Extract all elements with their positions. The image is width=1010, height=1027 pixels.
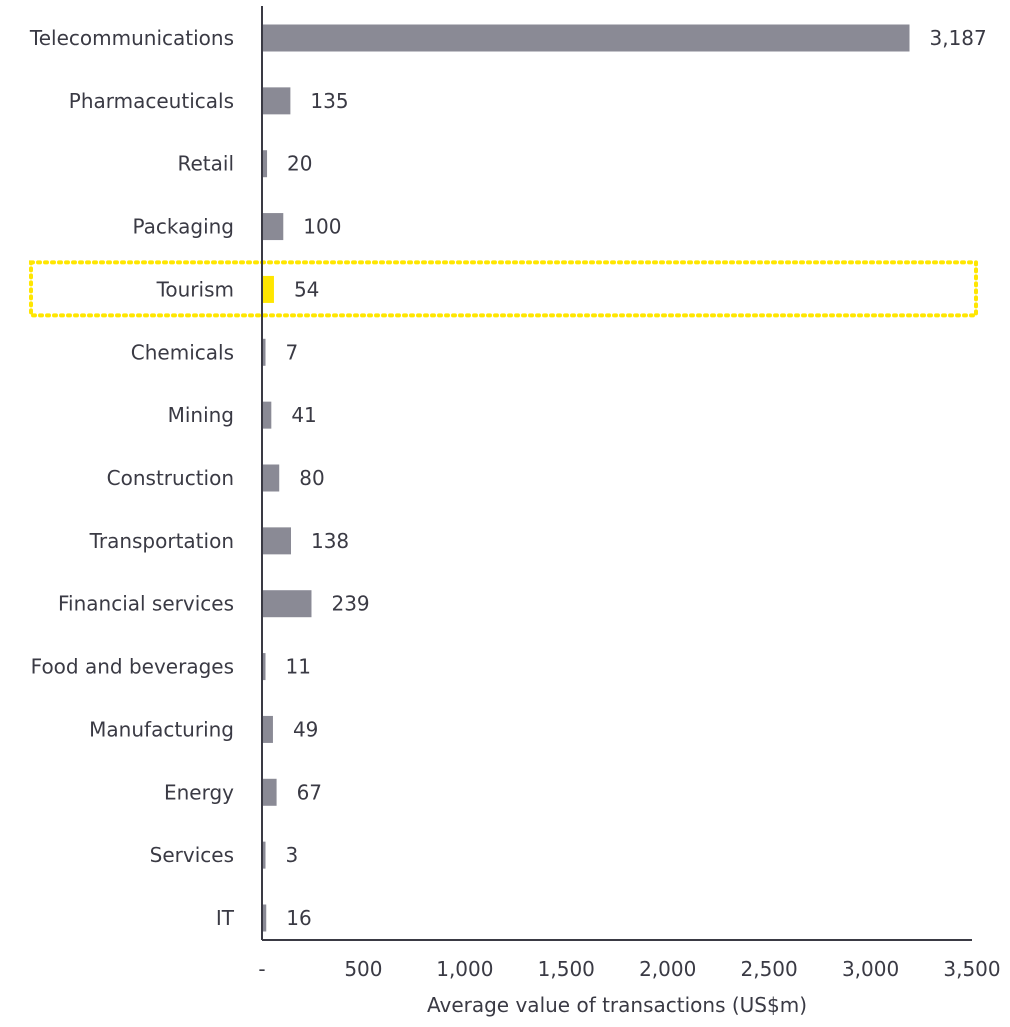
value-label: 41 xyxy=(291,403,316,427)
bar-packaging xyxy=(263,213,284,241)
value-label: 49 xyxy=(293,717,318,741)
x-tick-label: 1,500 xyxy=(538,957,595,981)
category-label: Manufacturing xyxy=(89,717,234,741)
category-label: Telecommunications xyxy=(29,26,234,50)
bar-food-and-beverages xyxy=(263,653,266,681)
x-tick-label: 3,500 xyxy=(943,957,1000,981)
category-label: Services xyxy=(150,843,234,867)
value-label: 3 xyxy=(286,843,299,867)
x-axis-title: Average value of transactions (US$m) xyxy=(427,993,807,1017)
category-label: Construction xyxy=(107,466,234,490)
bar-it xyxy=(263,904,267,932)
x-tick-label: 500 xyxy=(344,957,382,981)
value-label: 80 xyxy=(299,466,324,490)
bar-pharmaceuticals xyxy=(263,87,291,115)
category-label: IT xyxy=(216,906,235,930)
value-label: 3,187 xyxy=(930,26,987,50)
category-label: Financial services xyxy=(58,592,234,616)
x-tick-label: 1,000 xyxy=(436,957,493,981)
category-label: Pharmaceuticals xyxy=(69,89,234,113)
axis-layer: - 500 1,000 1,500 2,000 2,500 3,000 3,500 xyxy=(258,6,1001,981)
bar-retail xyxy=(263,150,268,178)
bar-financial-services xyxy=(263,590,312,618)
value-label: 100 xyxy=(303,215,341,239)
category-label: Transportation xyxy=(89,529,234,553)
x-tick-label: 3,000 xyxy=(842,957,899,981)
value-label: 135 xyxy=(310,89,348,113)
value-label: 138 xyxy=(311,529,349,553)
category-label: Food and beverages xyxy=(31,655,234,679)
highlight-box xyxy=(29,260,978,318)
x-tick-label: - xyxy=(258,957,265,981)
value-label: 11 xyxy=(286,655,311,679)
bars-layer xyxy=(263,24,910,932)
category-label: Packaging xyxy=(132,215,234,239)
value-label: 54 xyxy=(294,277,319,301)
value-label: 7 xyxy=(286,340,299,364)
x-tick-label: 2,500 xyxy=(741,957,798,981)
bar-tourism xyxy=(263,275,274,303)
category-label: Tourism xyxy=(156,277,234,301)
x-tick-label: 2,000 xyxy=(639,957,696,981)
value-label: 239 xyxy=(331,592,369,616)
category-label: Retail xyxy=(177,152,234,176)
category-label: Mining xyxy=(168,403,234,427)
bar-services xyxy=(263,841,266,869)
bar-transportation xyxy=(263,527,291,555)
value-label: 16 xyxy=(286,906,311,930)
bar-manufacturing xyxy=(263,715,273,743)
bar-energy xyxy=(263,778,277,806)
value-label: 20 xyxy=(287,152,312,176)
bar-construction xyxy=(263,464,280,492)
labels-layer: Telecommunications 3,187 Pharmaceuticals 13… xyxy=(29,26,987,930)
category-label: Chemicals xyxy=(131,340,234,364)
highlight-layer xyxy=(29,260,978,318)
category-label: Energy xyxy=(164,780,234,804)
bar-chemicals xyxy=(263,338,266,366)
bar-telecommunications xyxy=(263,24,910,52)
bar-mining xyxy=(263,401,272,429)
value-label: 67 xyxy=(297,780,322,804)
